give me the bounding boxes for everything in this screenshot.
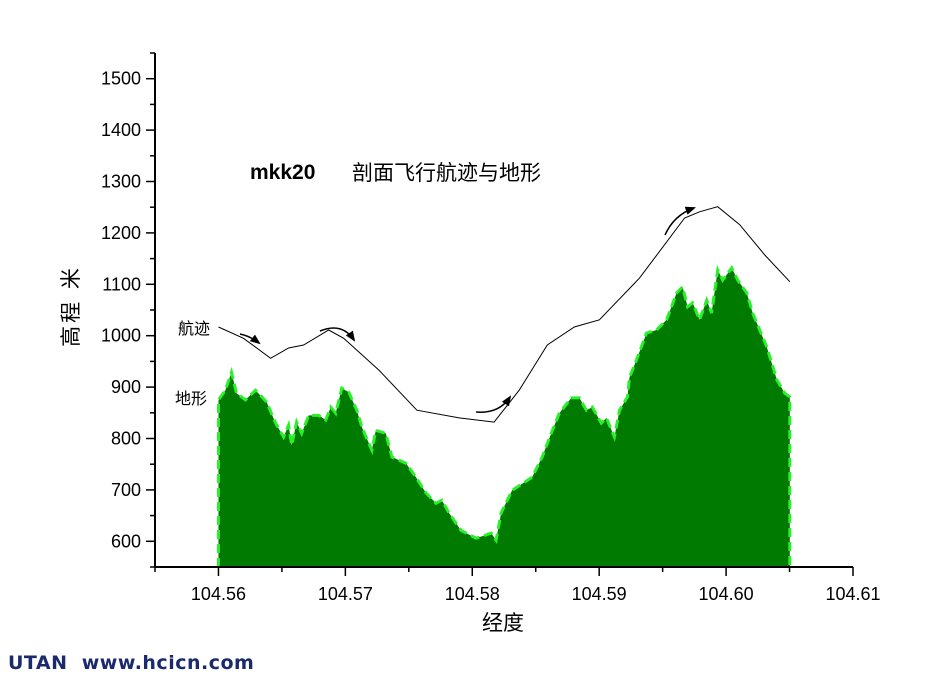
x-tick-label: 104.56 xyxy=(191,584,246,604)
x-tick-label: 104.59 xyxy=(572,584,627,604)
direction-arrow-3 xyxy=(475,395,512,413)
x-tick-label: 104.60 xyxy=(699,584,754,604)
x-axis-label: 经度 xyxy=(482,611,524,635)
terrain-area xyxy=(218,267,790,567)
chart-title-bold: mkk20 xyxy=(250,161,315,184)
y-tick-label: 1300 xyxy=(101,172,141,192)
terrain-label: 地形 xyxy=(175,389,207,408)
y-tick-label: 1400 xyxy=(101,120,141,140)
y-tick-label: 700 xyxy=(111,480,141,500)
y-axis-label: 高程 米 xyxy=(59,265,83,347)
y-tick-label: 1000 xyxy=(101,326,141,346)
direction-arrow-4 xyxy=(664,206,696,236)
y-tick-label: 800 xyxy=(111,429,141,449)
direction-arrow-1 xyxy=(239,333,261,345)
x-tick-label: 104.57 xyxy=(318,584,373,604)
y-tick-label: 1100 xyxy=(102,274,141,294)
direction-arrow-2 xyxy=(319,327,356,342)
x-tick-label: 104.61 xyxy=(825,584,880,604)
watermark: UTAN www.hcicn.com xyxy=(8,652,255,674)
x-tick-label: 104.58 xyxy=(445,584,500,604)
terrain-outline xyxy=(216,264,792,568)
y-tick-label: 900 xyxy=(111,377,141,397)
track-label: 航迹 xyxy=(178,319,210,338)
y-tick-label: 600 xyxy=(111,531,141,551)
y-tick-label: 1500 xyxy=(101,69,141,89)
y-tick-label: 1200 xyxy=(101,223,141,243)
chart-title: 剖面飞行航迹与地形 xyxy=(352,161,541,185)
